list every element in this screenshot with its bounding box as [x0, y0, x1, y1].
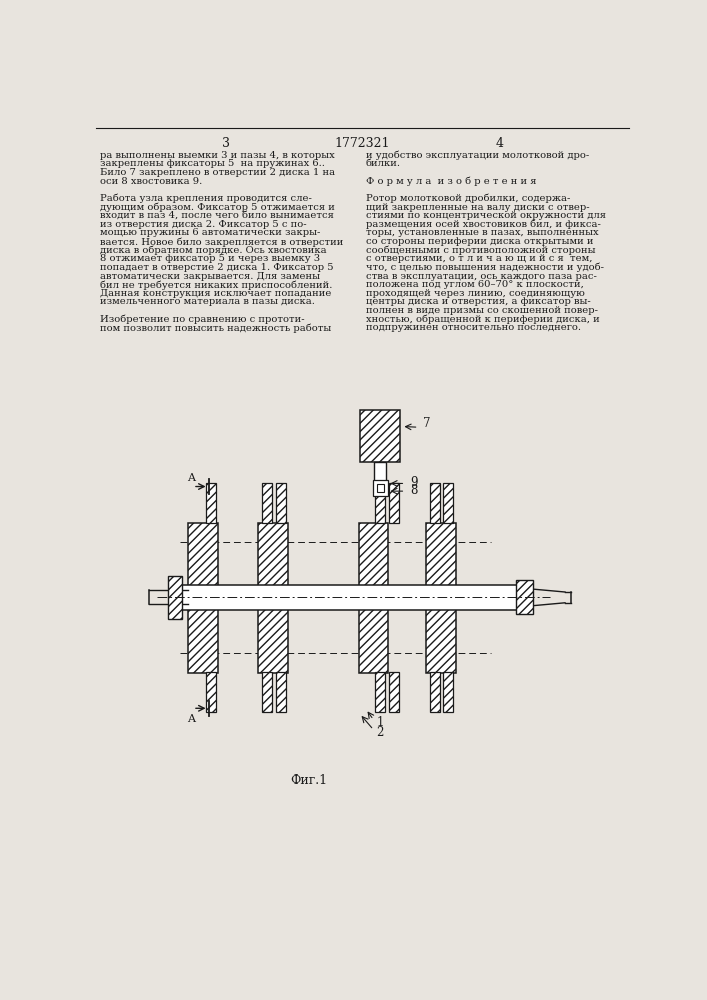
Text: попадает в отверстие 2 диска 1. Фиксатор 5: попадает в отверстие 2 диска 1. Фиксатор… — [100, 263, 334, 272]
Text: 2: 2 — [377, 726, 384, 739]
Bar — [430, 672, 440, 712]
Text: торы, установленные в пазах, выполненных: торы, установленные в пазах, выполненных — [366, 228, 598, 237]
Text: стиями по концентрической окружности для: стиями по концентрической окружности для — [366, 211, 606, 220]
Bar — [375, 483, 385, 523]
Text: Фиг.1: Фиг.1 — [291, 774, 328, 787]
Text: размещения осей хвостовиков бил, и фикса-: размещения осей хвостовиков бил, и фикса… — [366, 220, 601, 229]
Bar — [206, 483, 216, 523]
Text: Било 7 закреплено в отверстии 2 диска 1 на: Било 7 закреплено в отверстии 2 диска 1 … — [100, 168, 335, 177]
Bar — [168, 576, 182, 619]
Text: 8: 8 — [410, 484, 417, 497]
Bar — [389, 483, 399, 523]
Text: A: A — [187, 473, 195, 483]
Text: 4: 4 — [495, 137, 503, 150]
Bar — [276, 672, 286, 712]
Bar — [375, 672, 385, 712]
Bar — [443, 672, 453, 712]
Text: диска в обратном порядке. Ось хвостовика: диска в обратном порядке. Ось хвостовика — [100, 246, 327, 255]
Text: оси 8 хвостовика 9.: оси 8 хвостовика 9. — [100, 177, 202, 186]
Bar — [360, 410, 400, 462]
Bar — [276, 483, 286, 523]
Bar — [426, 523, 456, 673]
Bar — [359, 523, 388, 673]
Bar — [389, 672, 399, 712]
Bar — [516, 580, 533, 614]
Bar — [188, 523, 218, 673]
Bar — [276, 483, 286, 523]
Text: Ф о р м у л а  и з о б р е т е н и я: Ф о р м у л а и з о б р е т е н и я — [366, 177, 537, 186]
Bar — [262, 672, 272, 712]
Text: 1772321: 1772321 — [334, 137, 390, 150]
Bar — [206, 672, 216, 712]
Text: входит в паз 4, после чего било вынимается: входит в паз 4, после чего било вынимает… — [100, 211, 334, 220]
Text: Работа узла крепления проводится сле-: Работа узла крепления проводится сле- — [100, 194, 312, 203]
Text: закреплены фиксаторы 5  на пружинах 6..: закреплены фиксаторы 5 на пружинах 6.. — [100, 159, 325, 168]
Text: Данная конструкция исключает попадание: Данная конструкция исключает попадание — [100, 289, 332, 298]
Bar — [426, 523, 456, 673]
Text: полнен в виде призмы со скошенной повер-: полнен в виде призмы со скошенной повер- — [366, 306, 598, 315]
Text: подпружинен относительно последнего.: подпружинен относительно последнего. — [366, 323, 581, 332]
Bar — [430, 483, 440, 523]
Text: Ротор молотковой дробилки, содержа-: Ротор молотковой дробилки, содержа- — [366, 194, 571, 203]
Text: пом позволит повысить надежность работы: пом позволит повысить надежность работы — [100, 323, 332, 333]
Bar — [443, 483, 453, 523]
Text: ра выполнены выемки 3 и пазы 4, в которых: ра выполнены выемки 3 и пазы 4, в которы… — [100, 151, 334, 160]
Bar — [168, 576, 182, 619]
Bar — [375, 483, 385, 523]
Text: A: A — [187, 714, 195, 724]
Bar — [516, 580, 533, 614]
Text: дующим образом. Фиксатор 5 отжимается и: дующим образом. Фиксатор 5 отжимается и — [100, 203, 335, 212]
Bar — [206, 483, 216, 523]
Bar — [262, 672, 272, 712]
Bar — [359, 523, 388, 673]
Text: 3: 3 — [221, 137, 230, 150]
Bar — [188, 523, 218, 673]
Bar — [262, 483, 272, 523]
Bar — [375, 672, 385, 712]
Bar — [389, 483, 399, 523]
Text: измельченного материала в пазы диска.: измельченного материала в пазы диска. — [100, 297, 315, 306]
Text: мощью пружины 6 автоматически закры-: мощью пружины 6 автоматически закры- — [100, 228, 320, 237]
Text: ства в эксплуатации, ось каждого паза рас-: ства в эксплуатации, ось каждого паза ра… — [366, 272, 597, 281]
Text: Изобретение по сравнению с прототи-: Изобретение по сравнению с прототи- — [100, 315, 305, 324]
Text: 8 отжимает фиксатор 5 и через выемку 3: 8 отжимает фиксатор 5 и через выемку 3 — [100, 254, 320, 263]
Text: бил не требуется никаких приспособлений.: бил не требуется никаких приспособлений. — [100, 280, 332, 290]
Text: со стороны периферии диска открытыми и: со стороны периферии диска открытыми и — [366, 237, 593, 246]
Bar — [389, 672, 399, 712]
Text: билки.: билки. — [366, 159, 401, 168]
Bar — [430, 672, 440, 712]
Text: 9: 9 — [410, 476, 418, 489]
Text: центры диска и отверстия, а фиксатор вы-: центры диска и отверстия, а фиксатор вы- — [366, 297, 590, 306]
Text: что, с целью повышения надежности и удоб-: что, с целью повышения надежности и удоб… — [366, 263, 604, 272]
Bar — [374, 462, 386, 483]
Bar — [258, 523, 288, 673]
Text: сообщенными с противоположной стороны: сообщенными с противоположной стороны — [366, 246, 595, 255]
Bar — [276, 672, 286, 712]
Text: положена под углом 60–70° к плоскости,: положена под углом 60–70° к плоскости, — [366, 280, 584, 289]
Bar — [377, 484, 384, 492]
Bar — [360, 410, 400, 462]
Text: проходящей через линию, соединяющую: проходящей через линию, соединяющую — [366, 289, 585, 298]
Bar — [373, 480, 387, 496]
Text: автоматически закрывается. Для замены: автоматически закрывается. Для замены — [100, 272, 320, 281]
Bar — [430, 483, 440, 523]
Bar — [206, 672, 216, 712]
Text: 1: 1 — [377, 716, 384, 729]
Text: 7: 7 — [423, 417, 431, 430]
Bar — [443, 672, 453, 712]
Text: из отверстия диска 2. Фиксатор 5 с по-: из отверстия диска 2. Фиксатор 5 с по- — [100, 220, 307, 229]
Text: с отверстиями, о т л и ч а ю щ и й с я  тем,: с отверстиями, о т л и ч а ю щ и й с я т… — [366, 254, 592, 263]
Text: щий закрепленные на валу диски с отвер-: щий закрепленные на валу диски с отвер- — [366, 203, 590, 212]
Bar — [172, 585, 522, 610]
Bar — [258, 523, 288, 673]
Bar — [262, 483, 272, 523]
Text: вается. Новое било закрепляется в отверстии: вается. Новое било закрепляется в отверс… — [100, 237, 344, 247]
Text: и удобство эксплуатации молотковой дро-: и удобство эксплуатации молотковой дро- — [366, 151, 589, 160]
Bar — [443, 483, 453, 523]
Text: хностью, обращенной к периферии диска, и: хностью, обращенной к периферии диска, и — [366, 315, 600, 324]
